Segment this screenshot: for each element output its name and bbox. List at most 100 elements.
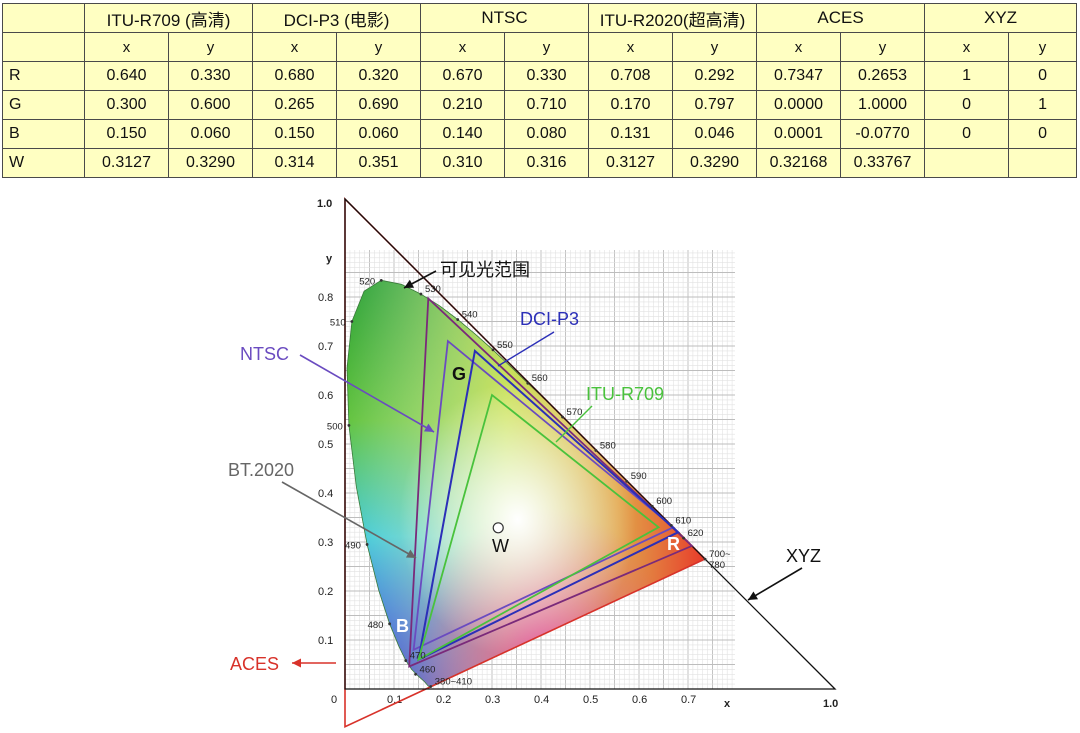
table-cell: 0.690 (336, 90, 422, 120)
header-dcip3: DCI-P3 (电影) (252, 3, 422, 33)
wavelength-label: 520 (359, 276, 375, 287)
table-cell: 0.060 (336, 119, 422, 149)
wavelength-point (625, 479, 629, 483)
wavelength-point (669, 523, 673, 527)
table-cell (924, 148, 1010, 178)
y-tick-label: 0.3 (318, 537, 333, 549)
wavelength-point (365, 543, 369, 546)
arrow-bt2020 (281, 481, 417, 559)
leader-r709 (555, 405, 593, 443)
wavelength-label: 510 (330, 318, 346, 329)
ntsc-triangle (412, 339, 675, 652)
wavelength-point (350, 320, 354, 323)
callout-aces: ACES (230, 654, 279, 674)
table-cell: 0.150 (84, 119, 169, 149)
wavelength-label: 580 (600, 440, 616, 451)
y-tick-label: 0.6 (318, 390, 333, 402)
subheader-y: y (504, 32, 590, 62)
callout-bt2020: BT.2020 (228, 460, 294, 480)
wavelength-label: 610 (675, 515, 691, 526)
header-xyz: XYZ (924, 3, 1078, 33)
header-r709: ITU-R709 (高清) (83, 3, 254, 33)
arrow-ntsc (299, 354, 435, 433)
annotations: G R B W 可见光范围 DCI-P3 NTSC ITU-R709 BT.2020 ACES XY… (228, 260, 821, 674)
table-cell: 0.0001 (756, 119, 842, 149)
wavelength-label: 460 (420, 664, 436, 675)
table-cell: 0.314 (252, 148, 338, 178)
vertex-label-r: R (667, 534, 680, 554)
table-cell: 0.3290 (167, 148, 254, 178)
table-cell: 1 (924, 61, 1010, 91)
callout-ntsc: NTSC (240, 344, 289, 364)
arrow-bt2020-head (405, 549, 416, 558)
subheader-x: x (924, 32, 1010, 62)
callout-visible: 可见光范围 (440, 260, 530, 280)
table-row: B 0.150 0.060 0.150 0.060 0.140 0.080 0.131 0.04… (2, 119, 1078, 149)
y-tick-label: 0.2 (318, 586, 333, 598)
wavelength-label: 530 (425, 284, 441, 295)
table-cell: 0.140 (420, 119, 506, 149)
gamut-triangles (344, 197, 837, 728)
table-cell: 0.3127 (588, 148, 674, 178)
table-cell: 0.710 (504, 90, 590, 120)
subheader-y: y (1008, 32, 1078, 62)
wavelength-label: 620 (688, 528, 704, 539)
wavelength-point (404, 659, 408, 662)
table-cell: 0 (1008, 61, 1078, 91)
subheader-x: x (420, 32, 506, 62)
subheader-x: x (84, 32, 169, 62)
table-body: R 0.640 0.330 0.680 0.320 0.670 0.330 0.708 0.29… (2, 61, 1078, 178)
row-label: W (2, 148, 85, 178)
y-tick-label: 0.4 (318, 488, 333, 500)
corner-top-label: 1.0 (317, 198, 332, 210)
header-aces: ACES (756, 3, 926, 33)
table-cell: 1 (1008, 90, 1078, 120)
table-cell: 0.080 (504, 119, 590, 149)
wavelength-point (388, 622, 391, 626)
table-cell (1008, 148, 1078, 178)
leader-dcip3 (497, 331, 555, 367)
table-cell: 0.3290 (672, 148, 758, 178)
wavelength-label: 480 (368, 620, 384, 631)
wavelength-point (347, 423, 351, 427)
wavelength-point (650, 504, 654, 508)
arrow-ntsc-head (423, 423, 434, 432)
x-tick-label: 0.5 (583, 694, 598, 706)
table-cell: 0 (924, 119, 1010, 149)
r709-triangle (417, 393, 661, 662)
white-point-marker (492, 522, 504, 534)
y-tick-label: 0.1 (318, 635, 333, 647)
table-cell: 0.33767 (840, 148, 926, 178)
wavelength-label: 550 (497, 340, 513, 351)
arrow-visible-head (404, 279, 415, 288)
vertex-label-w: W (492, 536, 509, 556)
header-r2020: ITU-R2020(超高清) (588, 3, 758, 33)
table-cell: 1.0000 (840, 90, 926, 120)
table-cell: 0.131 (588, 119, 674, 149)
subheader-y: y (672, 32, 758, 62)
table-cell: 0.330 (504, 61, 590, 91)
table-cell: 0.708 (588, 61, 674, 91)
wavelength-label: 560 (532, 373, 548, 384)
wavelength-label: 600 (656, 496, 672, 507)
wavelength-label: 470 (410, 651, 426, 662)
table-cell: 0.3127 (84, 148, 169, 178)
subheader-x: x (588, 32, 674, 62)
callout-dcip3: DCI-P3 (520, 309, 579, 329)
x-tick-label: 0.7 (681, 694, 696, 706)
row-label: G (2, 90, 85, 120)
arrow-aces-head (292, 658, 301, 668)
table-cell: 0.2653 (840, 61, 926, 91)
table-cell: 0.351 (336, 148, 422, 178)
table-row: G 0.300 0.600 0.265 0.690 0.210 0.710 0.170 0.79… (2, 90, 1078, 120)
gamut-table: ITU-R709 (高清) DCI-P3 (电影) NTSC ITU-R2020… (2, 3, 1078, 178)
table-cell: 0.210 (420, 90, 506, 120)
table-cell: 0.320 (336, 61, 422, 91)
bt2020-triangle (408, 296, 694, 668)
cie-chromaticity-diagram: 0 0.1 0.2 0.3 0.4 0.5 0.6 0.7 0.1 0.2 0.3 0.4 0.5 0.6… (228, 197, 838, 728)
wavelength-label: 540 (462, 310, 478, 321)
table-cell: 0.670 (420, 61, 506, 91)
wavelength-point (526, 381, 530, 385)
table-cell: 0.7347 (756, 61, 842, 91)
wavelength-point (491, 348, 495, 352)
